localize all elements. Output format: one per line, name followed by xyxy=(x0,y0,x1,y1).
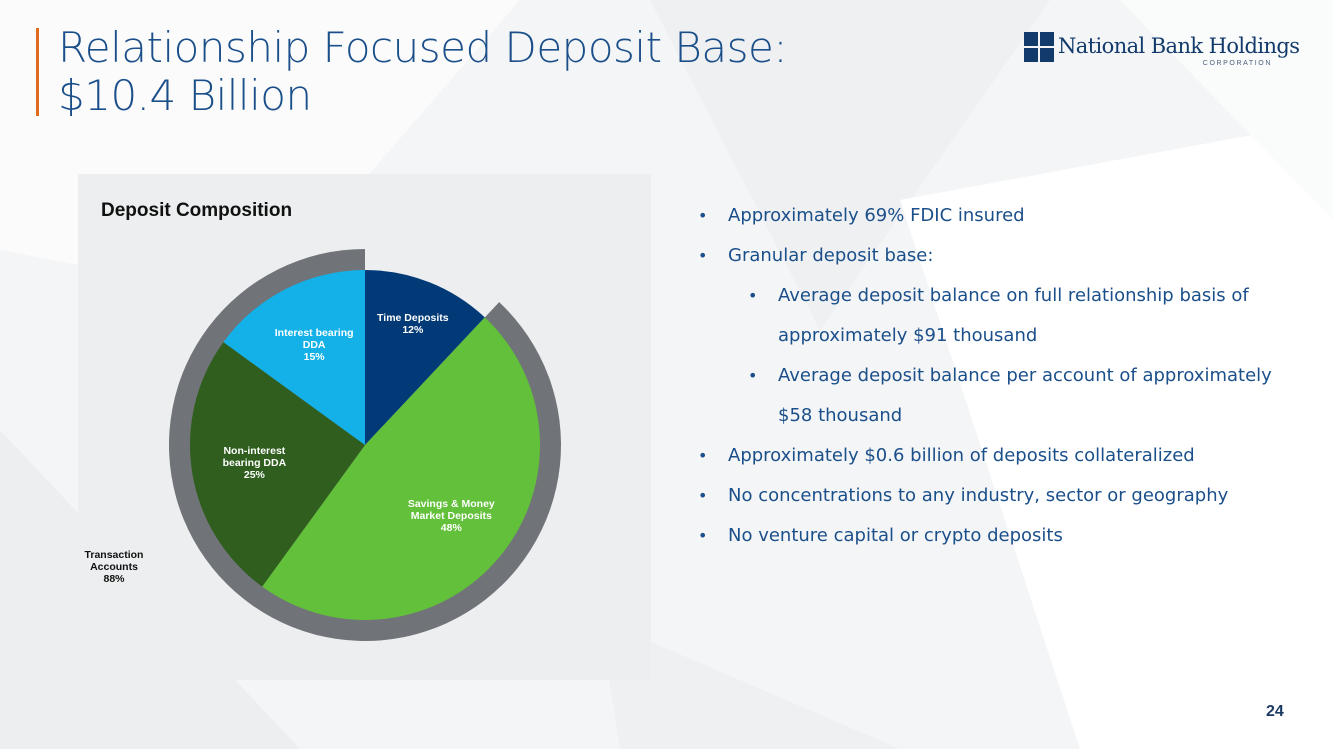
group-label: Transaction Accounts 88% xyxy=(85,549,144,585)
slice-label: Interest bearing DDA 15% xyxy=(275,327,354,363)
bullet-text: Approximately $0.6 billion of deposits c… xyxy=(728,445,1195,466)
slide-title-line2: $10.4 Billion xyxy=(58,71,312,120)
pie-slice xyxy=(223,270,365,445)
bullet-dot-icon: • xyxy=(698,526,708,545)
bullet-text: Average deposit balance per account of a… xyxy=(778,365,1272,426)
bullet-item: • Approximately 69% FDIC insured xyxy=(698,196,1308,236)
slice-label-line: Savings & Money xyxy=(407,498,495,511)
logo-squares-icon xyxy=(1024,32,1054,62)
slice-label-line: Interest bearing xyxy=(274,327,354,340)
bullet-dot-icon: • xyxy=(698,206,708,225)
bullet-dot-icon: • xyxy=(698,446,708,465)
group-value-label: 88% xyxy=(103,573,125,585)
pie-slice xyxy=(262,317,540,620)
pie-chart xyxy=(168,248,562,641)
page-number: 24 xyxy=(1266,703,1284,720)
chart-panel: Deposit Composition Transaction Accounts… xyxy=(70,164,651,680)
slide-title: Relationship Focused Deposit Base: $10.4… xyxy=(58,23,788,120)
pie-slice xyxy=(190,342,365,587)
slice-label-line: DDA xyxy=(302,339,326,352)
bullet-dot-icon: • xyxy=(698,486,708,505)
bullet-text: No concentrations to any industry, secto… xyxy=(728,485,1229,506)
slice-label: Time Deposits 12% xyxy=(377,312,449,336)
slice-label-line: Time Deposits xyxy=(377,312,449,325)
logo-subtitle: CORPORATION xyxy=(1202,60,1272,67)
bullet-item: • No concentrations to any industry, sect… xyxy=(698,476,1308,516)
bullet-dot-icon: • xyxy=(748,286,758,305)
pie-slice xyxy=(365,270,485,445)
bullet-item: • Average deposit balance on full relatio… xyxy=(748,276,1308,356)
bullet-list: • Approximately 69% FDIC insured • Granular… xyxy=(698,196,1308,556)
company-logo: National Bank Holdings CORPORATION xyxy=(1024,30,1300,74)
bullet-text: Average deposit balance on full relation… xyxy=(778,285,1249,346)
slice-label-line: bearing DDA xyxy=(222,456,287,469)
bullet-text: Granular deposit base: xyxy=(728,245,934,266)
logo-name: National Bank Holdings xyxy=(1058,34,1300,58)
bullet-item: • Approximately $0.6 billion of deposits … xyxy=(698,436,1308,476)
group-label-line2: Accounts xyxy=(90,561,138,573)
bullet-text: Approximately 69% FDIC insured xyxy=(728,205,1025,226)
chart-title: Deposit Composition xyxy=(101,200,293,221)
slice-label-line: Non-interest xyxy=(223,444,286,457)
bullet-item: • No venture capital or crypto deposits xyxy=(698,516,1308,556)
bullet-item: • Average deposit balance per account of … xyxy=(748,356,1308,436)
bullet-item: • Granular deposit base: xyxy=(698,236,1308,276)
chart-area: Deposit Composition Transaction Accounts… xyxy=(78,174,651,680)
slice-value-label: 12% xyxy=(402,324,424,337)
bullet-text: No venture capital or crypto deposits xyxy=(728,525,1063,546)
slice-value-label: 25% xyxy=(243,468,265,481)
slice-value-label: 48% xyxy=(440,522,462,535)
bullet-dot-icon: • xyxy=(698,246,708,265)
group-label-line1: Transaction xyxy=(84,549,144,561)
slice-value-label: 15% xyxy=(303,351,325,364)
slice-label: Savings & Money Market Deposits 48% xyxy=(408,498,495,534)
slice-label: Non-interest bearing DDA 25% xyxy=(223,445,287,481)
title-accent-bar xyxy=(36,28,39,116)
slide-title-line1: Relationship Focused Deposit Base: xyxy=(58,23,788,72)
slice-label-line: Market Deposits xyxy=(410,510,492,523)
bullet-dot-icon: • xyxy=(748,366,758,385)
